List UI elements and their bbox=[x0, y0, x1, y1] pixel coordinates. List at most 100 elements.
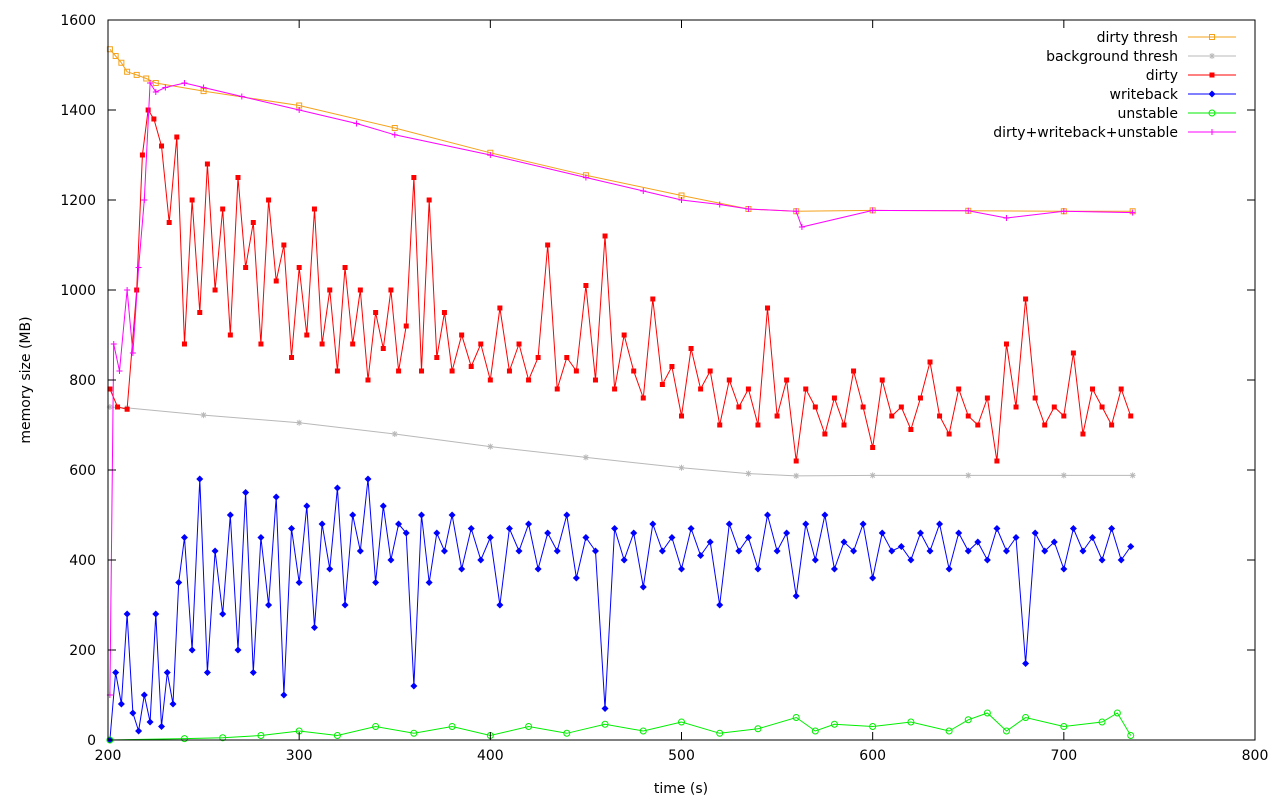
legend-item: background thresh bbox=[1046, 49, 1236, 65]
legend: dirty thresh background thresh dirty writeb… bbox=[993, 30, 1236, 141]
data-point bbox=[964, 716, 972, 724]
data-point bbox=[273, 278, 279, 284]
data-point bbox=[257, 534, 265, 541]
data-point bbox=[1060, 723, 1068, 730]
data-point bbox=[774, 413, 780, 419]
data-point bbox=[640, 188, 647, 194]
data-point bbox=[535, 355, 541, 360]
data-point bbox=[266, 197, 272, 203]
legend-item: dirty bbox=[1146, 68, 1236, 84]
data-point bbox=[620, 556, 628, 564]
data-point bbox=[678, 565, 685, 573]
series-line bbox=[109, 478, 1132, 741]
data-point bbox=[118, 59, 125, 66]
data-point bbox=[234, 646, 242, 654]
series-line bbox=[109, 406, 1133, 477]
data-point bbox=[311, 206, 317, 212]
data-point bbox=[327, 287, 333, 293]
data-point bbox=[697, 552, 705, 559]
data-point bbox=[965, 207, 972, 214]
y-tick-label: 0 bbox=[87, 733, 96, 749]
data-point bbox=[242, 489, 250, 496]
legend-item: writeback bbox=[1110, 87, 1236, 103]
data-point bbox=[554, 386, 560, 392]
data-point bbox=[174, 134, 180, 140]
data-point bbox=[319, 341, 325, 347]
data-point bbox=[745, 206, 752, 212]
data-point bbox=[764, 511, 772, 519]
data-point bbox=[342, 265, 348, 270]
data-point bbox=[505, 525, 513, 532]
data-point bbox=[798, 224, 805, 230]
data-point bbox=[388, 287, 394, 293]
data-point bbox=[564, 355, 570, 360]
data-point bbox=[289, 355, 295, 360]
data-point bbox=[1050, 538, 1058, 546]
data-point bbox=[621, 332, 627, 338]
data-point bbox=[793, 208, 800, 215]
data-point bbox=[189, 197, 195, 203]
data-point bbox=[563, 729, 571, 737]
data-point bbox=[467, 525, 475, 532]
data-point bbox=[147, 80, 154, 86]
data-point bbox=[418, 511, 426, 519]
data-point bbox=[907, 718, 915, 726]
data-point bbox=[964, 547, 972, 555]
data-point bbox=[822, 431, 828, 437]
data-point bbox=[1032, 395, 1038, 401]
data-point bbox=[1080, 431, 1086, 437]
data-point bbox=[124, 406, 130, 412]
data-point bbox=[784, 377, 790, 383]
data-point bbox=[649, 520, 657, 528]
data-point bbox=[965, 413, 971, 419]
data-point bbox=[249, 669, 257, 676]
data-point bbox=[945, 727, 953, 735]
y-tick-label: 200 bbox=[69, 643, 96, 659]
data-point bbox=[1098, 718, 1106, 726]
data-point bbox=[280, 691, 288, 699]
data-point bbox=[281, 242, 287, 248]
data-point bbox=[166, 220, 172, 225]
data-point bbox=[631, 368, 637, 374]
data-point bbox=[1022, 714, 1030, 721]
data-point bbox=[226, 511, 234, 519]
legend-label: unstable bbox=[1118, 106, 1179, 122]
data-point bbox=[851, 368, 857, 374]
data-point bbox=[688, 346, 694, 351]
x-tick-label: 600 bbox=[859, 748, 886, 764]
data-point bbox=[1022, 660, 1030, 667]
data-point bbox=[180, 735, 188, 743]
data-point bbox=[612, 386, 618, 392]
data-point bbox=[411, 175, 417, 180]
data-point bbox=[1113, 709, 1121, 717]
data-point bbox=[1209, 34, 1215, 40]
data-point bbox=[181, 80, 188, 86]
data-point bbox=[133, 71, 140, 78]
data-point bbox=[754, 565, 762, 573]
x-tick-label: 500 bbox=[668, 748, 695, 764]
data-point bbox=[487, 377, 493, 383]
data-point bbox=[803, 386, 809, 392]
data-point bbox=[303, 502, 311, 510]
data-point bbox=[534, 565, 542, 573]
legend-label: background thresh bbox=[1046, 49, 1178, 65]
data-point bbox=[152, 80, 159, 86]
data-point bbox=[716, 729, 724, 737]
data-point bbox=[563, 511, 571, 519]
data-point bbox=[879, 377, 885, 383]
data-point bbox=[402, 529, 410, 537]
data-point bbox=[669, 364, 675, 369]
data-point bbox=[349, 511, 357, 519]
data-point bbox=[357, 287, 363, 293]
data-point bbox=[897, 543, 905, 550]
data-point bbox=[152, 610, 160, 618]
data-point bbox=[139, 152, 145, 158]
data-point bbox=[572, 574, 580, 582]
data-point bbox=[755, 422, 761, 428]
data-point bbox=[265, 601, 273, 609]
data-point bbox=[197, 310, 203, 315]
data-point bbox=[811, 727, 819, 735]
data-point bbox=[545, 242, 551, 248]
data-point bbox=[850, 547, 858, 555]
data-point bbox=[802, 520, 810, 528]
